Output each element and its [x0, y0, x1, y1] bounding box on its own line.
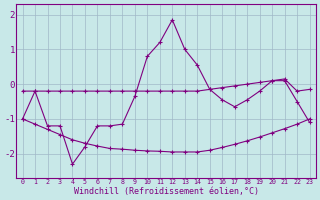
X-axis label: Windchill (Refroidissement éolien,°C): Windchill (Refroidissement éolien,°C) [74, 187, 259, 196]
